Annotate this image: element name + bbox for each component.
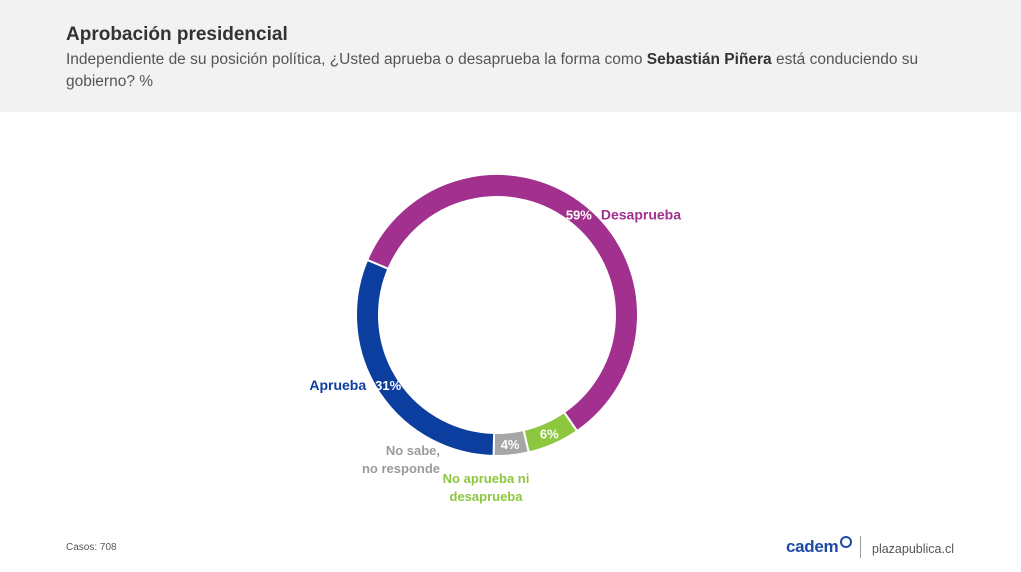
- category-label-aprueba: Aprueba: [309, 377, 366, 393]
- site-link: plazapublica.cl: [872, 542, 954, 556]
- subtitle-name: Sebastián Piñera: [646, 51, 772, 68]
- slice-aprueba: [355, 258, 496, 457]
- footer-divider: [860, 536, 861, 558]
- chart-subtitle: Independiente de su posición política, ¿…: [66, 49, 926, 93]
- cadem-logo: cadem: [786, 537, 839, 556]
- category-label-no-aprueba-ni-desaprueba: No aprueba ni desaprueba: [443, 471, 530, 504]
- chart-title: Aprobación presidencial: [66, 24, 288, 45]
- casos-note: Casos: 708: [66, 542, 117, 553]
- value-label-no-sabe-no-responde: 4%: [501, 437, 520, 452]
- value-label-desaprueba: 59%: [566, 208, 592, 223]
- value-label-aprueba: 31%: [375, 378, 401, 393]
- category-label-desaprueba: Desaprueba: [601, 207, 681, 223]
- category-label-no-sabe-no-responde: No sabe, no responde: [362, 443, 440, 476]
- header-panel: [0, 0, 1021, 112]
- cadem-logo-dot-icon: [840, 536, 852, 548]
- subtitle-text-start: Independiente de su posición política, ¿…: [66, 51, 647, 68]
- subtitle-text-end: está conduciendo su gobierno? %: [66, 51, 919, 90]
- value-label-no-aprueba-ni-desaprueba: 6%: [540, 426, 559, 441]
- donut-chart: 59% Desaprueba 6% No aprueba ni desaprueba 4%…: [309, 173, 681, 504]
